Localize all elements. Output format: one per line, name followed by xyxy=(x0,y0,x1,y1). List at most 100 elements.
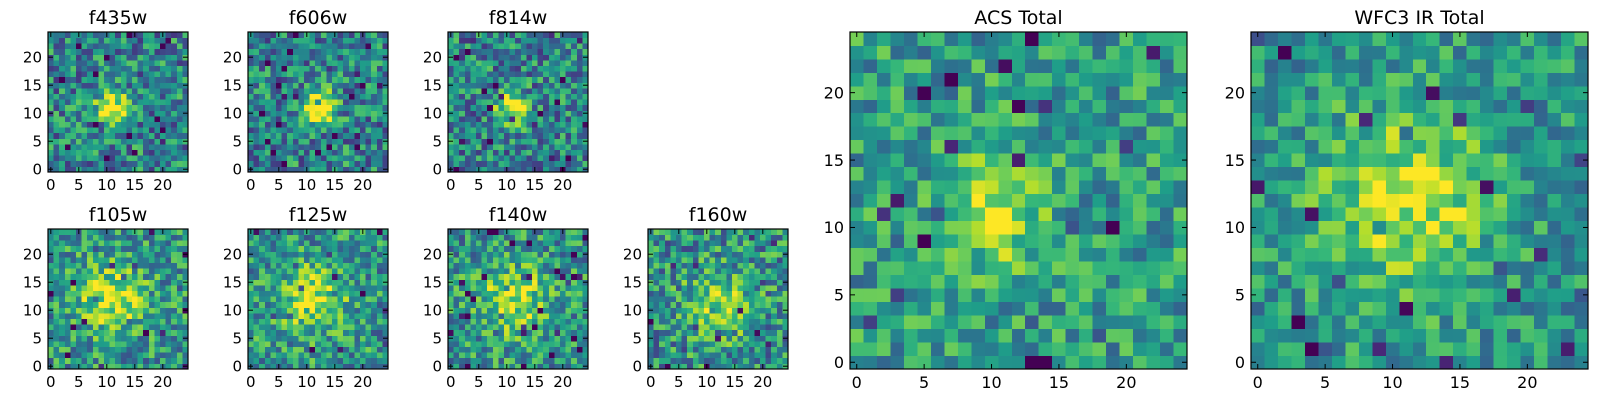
heatmap-cell xyxy=(565,262,572,269)
heatmap-cell xyxy=(259,71,266,78)
heatmap-cell xyxy=(109,318,116,325)
heatmap-cell xyxy=(459,357,466,364)
heatmap-cell xyxy=(171,290,178,297)
heatmap-cell xyxy=(276,138,282,145)
heatmap-cell xyxy=(653,352,660,359)
heatmap-cell xyxy=(464,296,471,303)
heatmap-cell xyxy=(543,318,550,325)
heatmap-cell xyxy=(1173,315,1188,329)
heatmap-cell xyxy=(298,279,305,286)
heatmap-cell xyxy=(543,363,550,370)
heatmap-cell xyxy=(53,155,60,162)
heatmap-cell xyxy=(376,273,383,280)
heatmap-cell xyxy=(526,138,533,145)
heatmap-cell xyxy=(515,43,522,50)
heatmap-cell xyxy=(903,180,918,195)
heatmap-cell xyxy=(304,313,310,319)
heatmap-cell xyxy=(944,166,959,181)
heatmap-cell xyxy=(470,268,477,275)
heatmap-cell xyxy=(259,155,266,162)
heatmap-cell xyxy=(76,121,82,128)
heatmap-cell xyxy=(537,43,544,50)
heatmap-cell xyxy=(653,245,660,252)
heatmap-cell xyxy=(382,60,389,66)
heatmap-cell xyxy=(704,257,710,263)
heatmap-cell xyxy=(148,346,155,353)
heatmap-cell xyxy=(326,71,333,78)
heatmap-cell xyxy=(1079,342,1093,356)
heatmap-cell xyxy=(720,357,727,364)
heatmap-cell xyxy=(543,307,550,314)
heatmap-cell xyxy=(76,245,82,252)
heatmap-cell xyxy=(348,357,355,364)
heatmap-cell xyxy=(487,357,494,364)
heatmap-cell xyxy=(681,341,688,347)
heatmap-cell xyxy=(481,155,488,162)
heatmap-cell xyxy=(382,301,389,308)
heatmap-cell xyxy=(104,144,110,150)
heatmap-cell xyxy=(253,229,260,235)
heatmap-cell xyxy=(126,318,133,325)
heatmap-cell xyxy=(509,329,516,336)
heatmap-cell xyxy=(459,116,466,122)
heatmap-cell xyxy=(498,43,505,50)
heatmap-cell xyxy=(1065,315,1080,329)
heatmap-cell xyxy=(957,328,972,343)
heatmap-cell xyxy=(509,285,516,291)
heatmap-cell xyxy=(343,43,350,50)
heatmap-cell xyxy=(115,65,122,72)
heatmap-cell xyxy=(548,285,555,291)
heatmap-cell xyxy=(326,144,333,150)
heatmap-cell xyxy=(765,279,772,286)
heatmap-cell xyxy=(132,268,138,275)
heatmap-cell xyxy=(760,262,766,269)
heatmap-cell xyxy=(115,37,122,44)
heatmap-cell xyxy=(165,324,172,331)
heatmap-cell xyxy=(354,43,361,50)
heatmap-cell xyxy=(148,234,155,241)
heatmap-cell xyxy=(276,76,282,83)
heatmap-cell xyxy=(98,301,105,308)
heatmap-cell xyxy=(464,324,471,331)
heatmap-cell xyxy=(554,110,561,117)
heatmap-cell xyxy=(771,279,778,286)
heatmap-cell xyxy=(917,247,932,262)
heatmap-cell xyxy=(582,149,589,156)
heatmap-cell xyxy=(565,285,572,291)
heatmap-cell xyxy=(115,240,122,247)
heatmap-cell xyxy=(476,121,482,128)
heatmap-cell xyxy=(726,329,733,336)
heatmap-cell xyxy=(64,234,71,241)
heatmap-cell xyxy=(464,318,471,325)
heatmap-cell xyxy=(137,296,144,303)
heatmap-cell xyxy=(281,346,288,353)
heatmap-cell xyxy=(453,43,460,50)
heatmap-cell xyxy=(582,296,589,303)
heatmap-cell xyxy=(1160,207,1174,222)
heatmap-cell xyxy=(1079,234,1093,249)
heatmap-cell xyxy=(537,37,544,44)
heatmap-cell xyxy=(87,329,94,336)
heatmap-cell xyxy=(315,313,322,319)
heatmap-cell xyxy=(315,166,322,173)
heatmap-cell xyxy=(576,279,583,286)
heatmap-cell xyxy=(104,132,110,139)
heatmap-cell xyxy=(526,245,533,252)
heatmap-cell xyxy=(754,324,761,331)
heatmap-cell xyxy=(304,324,310,331)
heatmap-cell xyxy=(371,54,378,61)
heatmap-cell xyxy=(320,60,327,66)
heatmap-cell xyxy=(560,127,566,134)
heatmap-cell xyxy=(1065,207,1080,222)
heatmap-cell xyxy=(515,273,522,280)
heatmap-cell xyxy=(526,43,533,50)
heatmap-cell xyxy=(48,132,54,139)
heatmap-cell xyxy=(182,346,189,353)
heatmap-cell xyxy=(87,245,94,252)
heatmap-cells xyxy=(448,32,589,173)
heatmap-cell xyxy=(176,329,183,336)
heatmap-cell xyxy=(165,335,172,342)
heatmap-cell xyxy=(448,273,454,280)
heatmap-cell xyxy=(98,307,105,314)
heatmap-cell xyxy=(890,207,905,222)
